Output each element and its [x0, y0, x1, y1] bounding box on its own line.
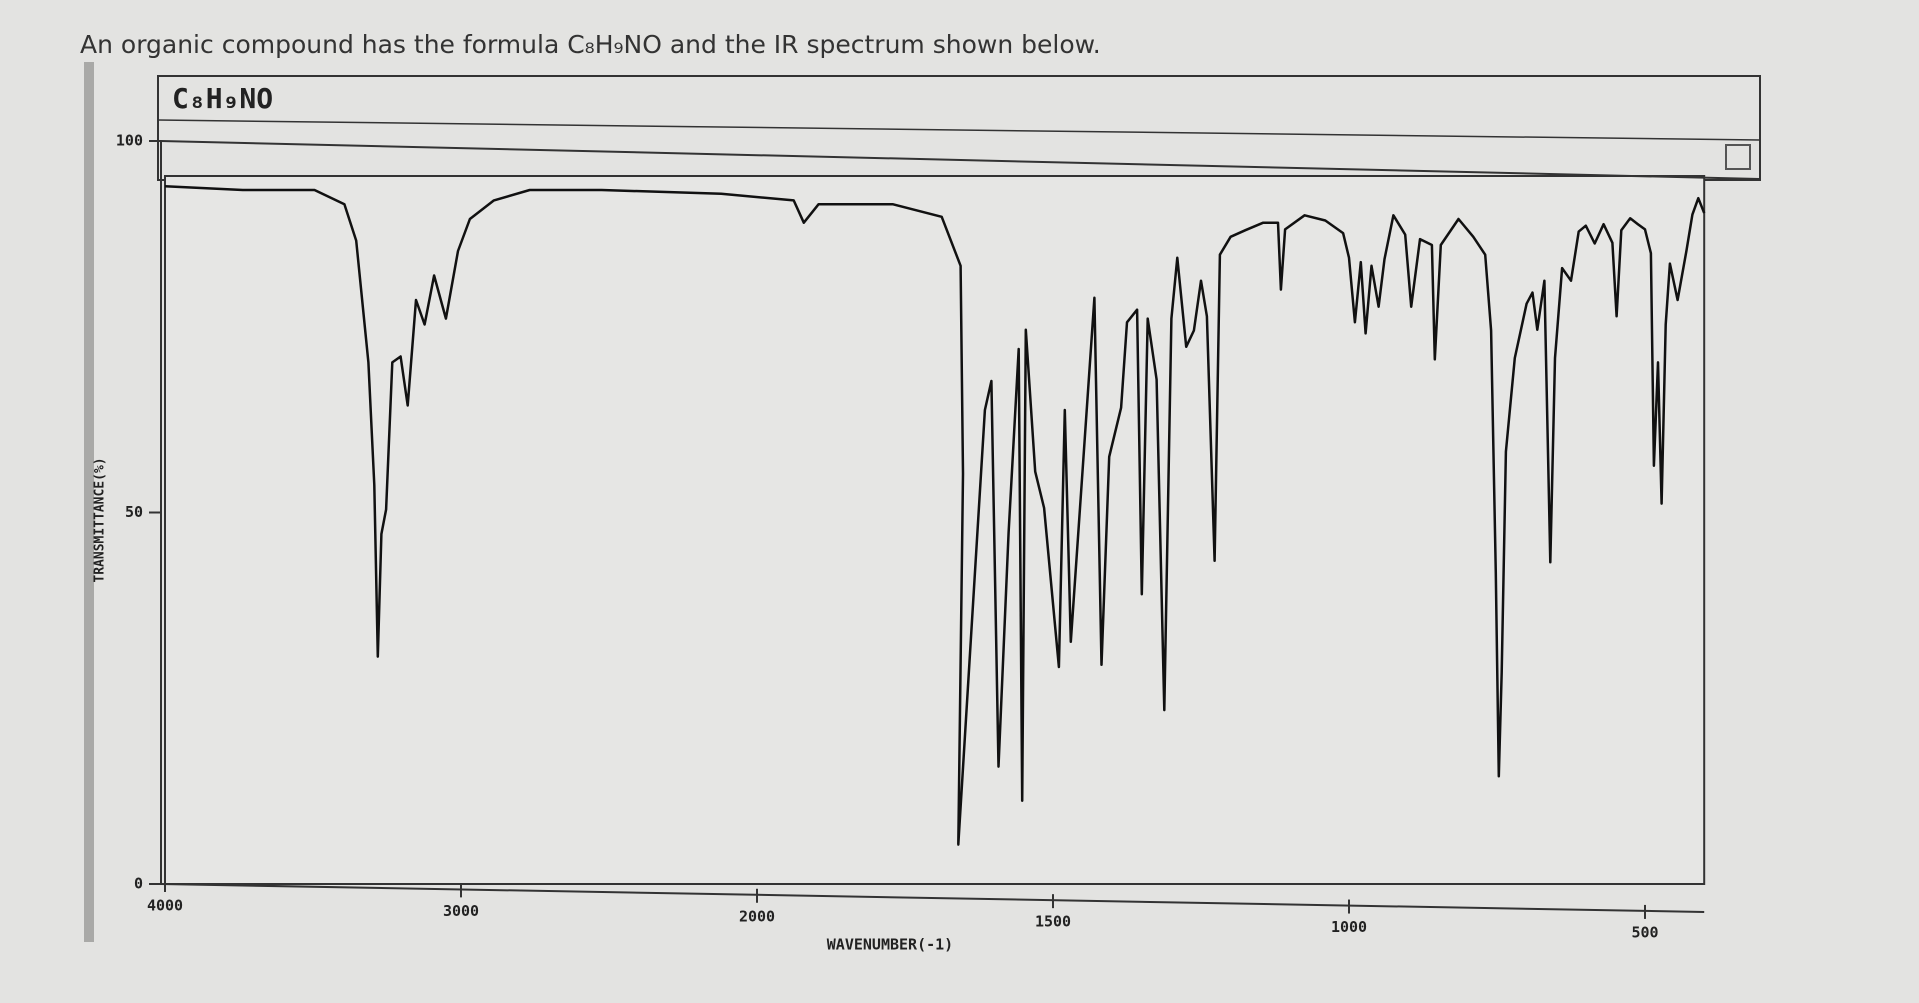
x-tick-label: 500: [1631, 923, 1658, 941]
x-tick-label: 2000: [739, 907, 775, 925]
x-tick-label: 4000: [147, 897, 183, 915]
x-tick-label: 1500: [1035, 913, 1071, 931]
spectrum-line: [164, 185, 1706, 846]
question: An organic compound has the formula C₈H₉…: [80, 30, 1101, 59]
x-tick-label: 3000: [443, 902, 479, 920]
plot-frame: [164, 175, 1706, 885]
y-tick-label: 100: [116, 132, 143, 150]
frame-line: [157, 119, 1761, 141]
left-bar: [84, 62, 94, 942]
y-tick-label: 50: [125, 503, 143, 521]
top-axis: [160, 140, 1760, 180]
x-axis: [160, 883, 1705, 913]
y-tick-label: 0: [134, 875, 143, 893]
fullscreen-icon[interactable]: [1725, 144, 1751, 170]
formula-label: C₈H₉NO: [172, 82, 273, 115]
y-axis-label: TRANSMITTANCE(%): [93, 457, 108, 582]
x-tick-label: 1000: [1331, 918, 1367, 936]
x-axis-label: WAVENUMBER(-1): [827, 936, 953, 954]
